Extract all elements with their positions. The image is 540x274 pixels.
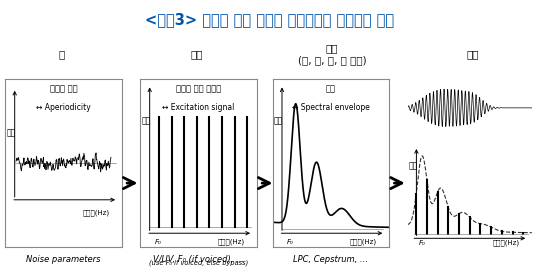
Text: F₀: F₀	[419, 239, 426, 246]
Text: 유성음 또는 무성음: 유성음 또는 무성음	[176, 84, 221, 93]
Text: ↔ Excitation signal: ↔ Excitation signal	[162, 103, 235, 112]
Text: V/UV, F₀ (if voiced), …: V/UV, F₀ (if voiced), …	[153, 255, 244, 264]
Text: 성대: 성대	[191, 49, 204, 59]
Text: 크기: 크기	[274, 117, 283, 126]
Text: 성도
(목, 코, 입, 혀 동등): 성도 (목, 코, 입, 혀 동등)	[298, 44, 367, 65]
Text: 발음: 발음	[326, 84, 336, 93]
Text: 크기: 크기	[409, 161, 418, 170]
Text: LPC, Cepstrum, …: LPC, Cepstrum, …	[293, 255, 368, 264]
Text: 주파수(Hz): 주파수(Hz)	[83, 210, 110, 216]
Text: 크기: 크기	[141, 117, 151, 126]
Text: ↔ Aperiodicity: ↔ Aperiodicity	[36, 103, 91, 112]
Text: (use F₀ if voiced, else bypass): (use F₀ if voiced, else bypass)	[149, 260, 248, 267]
Text: 폐: 폐	[59, 49, 65, 59]
Text: 크기: 크기	[6, 129, 16, 138]
Text: 주파수(Hz): 주파수(Hz)	[350, 238, 377, 245]
Text: F₀: F₀	[154, 239, 161, 245]
Text: 주파수(Hz): 주파수(Hz)	[492, 239, 519, 246]
Text: 음성: 음성	[466, 49, 479, 59]
Text: Noise parameters: Noise parameters	[26, 255, 100, 264]
Text: 주파수(Hz): 주파수(Hz)	[218, 238, 245, 245]
Text: <그림3> 사람의 발성 구조를 공학적으로 모델링한 그림: <그림3> 사람의 발성 구조를 공학적으로 모델링한 그림	[145, 12, 395, 27]
Text: F₀: F₀	[287, 239, 293, 245]
Text: ↔ Spectral envelope: ↔ Spectral envelope	[292, 103, 370, 112]
Text: 압축된 공기: 압축된 공기	[50, 84, 77, 93]
